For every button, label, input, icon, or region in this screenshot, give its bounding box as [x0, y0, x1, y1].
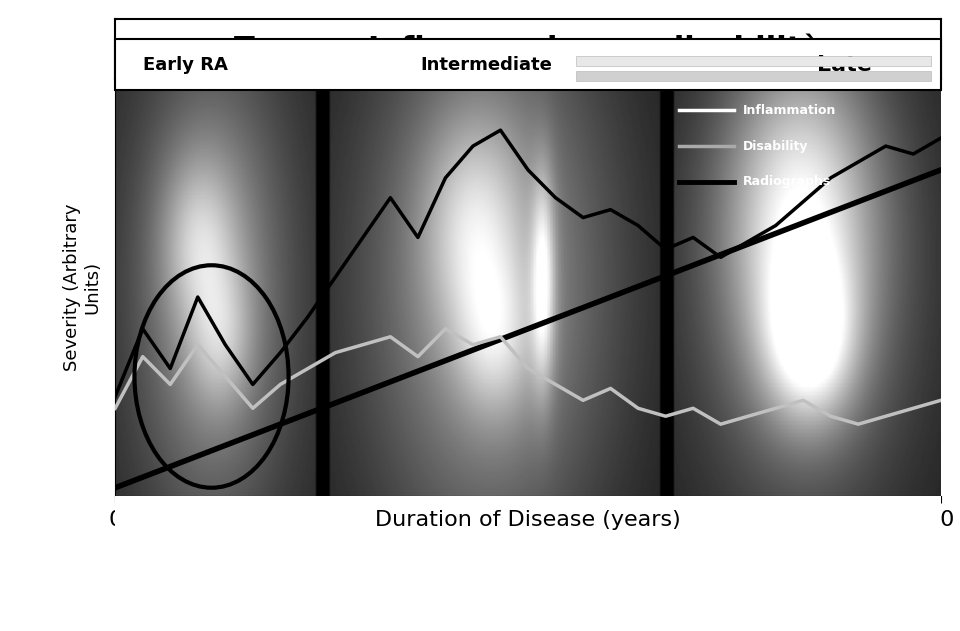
Text: Tempo, Infiammazione e disabilità: Tempo, Infiammazione e disabilità — [234, 33, 822, 64]
Text: Late: Late — [817, 55, 872, 74]
Y-axis label: Severity (Arbitrary
Units): Severity (Arbitrary Units) — [62, 203, 102, 371]
Text: Duration of Disease (years): Duration of Disease (years) — [375, 509, 681, 529]
Text: Intermediate: Intermediate — [420, 56, 553, 74]
FancyBboxPatch shape — [115, 38, 941, 90]
Text: Inflammation: Inflammation — [743, 104, 836, 117]
Text: Radiographs: Radiographs — [743, 175, 831, 188]
Text: Early RA: Early RA — [143, 56, 228, 74]
Text: Disability: Disability — [743, 139, 808, 153]
